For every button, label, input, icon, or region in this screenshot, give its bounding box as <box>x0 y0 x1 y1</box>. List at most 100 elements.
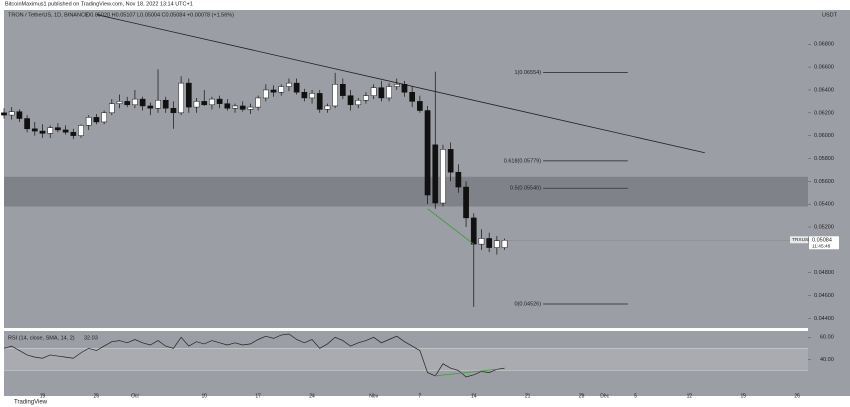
candle-body <box>301 91 308 99</box>
candle-body <box>486 238 493 248</box>
symbol-tag <box>790 236 808 244</box>
candle-body <box>178 82 184 114</box>
time-axis-top <box>4 393 850 396</box>
candle-body <box>393 83 400 87</box>
candle-body <box>62 129 69 133</box>
symbol-tag-text: TRXUSDT <box>792 237 815 243</box>
candle-body <box>347 95 354 106</box>
y-tick-label: 0.06800 <box>814 42 834 48</box>
y-tick-label: 0.04600 <box>814 293 834 299</box>
candle-body <box>70 131 77 136</box>
candle-body <box>8 111 15 116</box>
rsi-y-tick-label: 60.00 <box>820 335 834 341</box>
fib-label: 0(0.04526) <box>514 301 541 307</box>
y-tick-label: 0.06200 <box>814 110 834 116</box>
x-tick-label: 28 <box>579 394 585 400</box>
candle-body <box>378 87 385 99</box>
currency: USDT <box>822 12 838 18</box>
candle-body <box>39 130 46 134</box>
price-axis <box>808 10 850 393</box>
candle-body <box>293 82 300 93</box>
support-zone <box>4 176 808 207</box>
footer: TradingView <box>14 400 48 406</box>
x-tick-label: 7 <box>418 394 421 400</box>
candle-body <box>132 98 138 106</box>
candle-body <box>247 106 254 110</box>
fib-label: 0.618(0.05779) <box>504 158 541 164</box>
x-tick-label: 14 <box>471 394 477 400</box>
candle-body <box>401 83 408 93</box>
x-tick-label: Nov <box>369 394 378 400</box>
price-divergence <box>427 208 475 245</box>
rsi-divergence <box>435 368 497 377</box>
ohlc-header: O0.05020 H0.05107 L0.05004 C0.05084 +0.0… <box>86 12 234 18</box>
x-tick-label: 21 <box>525 394 531 400</box>
price-tag-text: 0.05084 <box>812 238 832 244</box>
candle-body <box>501 240 508 248</box>
y-tick-label: 0.05200 <box>814 224 834 230</box>
candle-body <box>447 149 454 173</box>
trendline <box>96 14 705 154</box>
rsi-title: RSI (14, close, SMA, 14, 2) <box>8 335 75 341</box>
rsi-y-tick-label: 40.00 <box>820 357 834 363</box>
candle-body <box>139 98 146 107</box>
candle-body <box>355 99 362 106</box>
candle-body <box>363 95 369 101</box>
candle-body <box>332 83 338 107</box>
x-tick-label: 5 <box>634 394 637 400</box>
candle-body <box>324 105 331 110</box>
candle-body <box>309 93 315 99</box>
rsi-value: 32.03 <box>84 335 98 341</box>
candle-body <box>270 89 277 93</box>
price-tag <box>809 236 839 250</box>
countdown: 11:45:48 <box>812 244 831 250</box>
candle-body <box>386 86 392 99</box>
fib-label: 1(0.06554) <box>514 70 541 76</box>
rsi-line <box>3 333 505 378</box>
candle-body <box>93 117 100 123</box>
x-tick-label: 17 <box>255 394 261 400</box>
candle-body <box>340 83 346 96</box>
byline: BitcoinMaximus1 published on TradingView… <box>5 1 193 7</box>
candle-body <box>209 98 215 106</box>
candle-body <box>224 103 231 109</box>
candle-body <box>155 99 161 109</box>
x-tick-label: 10 <box>201 394 207 400</box>
candle-body <box>108 103 115 114</box>
y-tick-label: 0.06400 <box>814 87 834 93</box>
candle-body <box>55 127 61 131</box>
candle-body <box>478 238 485 245</box>
y-tick-label: 0.05600 <box>814 179 834 185</box>
y-tick-label: 0.05400 <box>814 202 834 208</box>
x-tick-label: 26 <box>794 394 800 400</box>
fib-label: 0.5(0.05540) <box>510 186 541 192</box>
candle-body <box>216 98 223 104</box>
candle-body <box>440 149 446 204</box>
x-tick-label: 19 <box>741 394 747 400</box>
rsi-band <box>4 348 808 371</box>
x-tick-label: Dec <box>600 394 609 400</box>
price-pane <box>4 10 808 328</box>
x-tick-label: Oct <box>131 394 139 400</box>
candle-body <box>47 127 54 134</box>
x-tick-label: 12 <box>687 394 693 400</box>
symbol-title: TRON / TetherUS, 1D, BINANCE <box>8 12 89 18</box>
candle-body <box>185 82 192 108</box>
candle-body <box>424 110 431 196</box>
candle-body <box>232 105 238 109</box>
candle-body <box>162 99 169 109</box>
candle-body <box>239 105 246 110</box>
x-tick-label: 24 <box>309 394 315 400</box>
y-tick-label: 0.04400 <box>814 316 834 322</box>
x-tick-label: 19 <box>40 394 46 400</box>
y-tick-label: 0.04800 <box>814 270 834 276</box>
candle-body <box>370 87 377 96</box>
candle-body <box>193 101 200 108</box>
y-tick-label: 0.06000 <box>814 133 834 139</box>
candle-body <box>409 91 416 102</box>
candle-body <box>417 101 423 111</box>
candle-body <box>255 97 261 108</box>
candle-body <box>101 112 107 123</box>
candle-body <box>78 125 84 136</box>
